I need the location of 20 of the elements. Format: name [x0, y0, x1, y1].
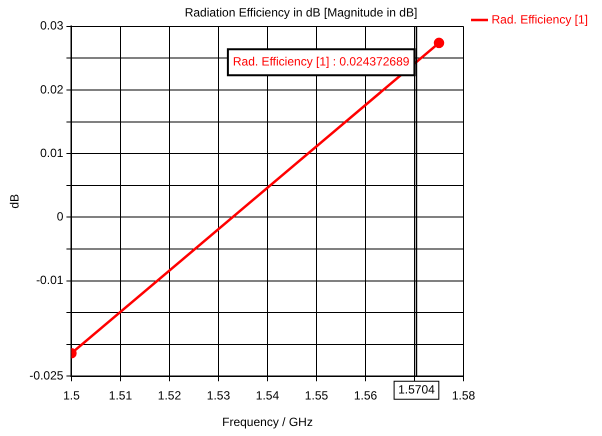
chart-title: Radiation Efficiency in dB [Magnitude in dB]	[184, 6, 418, 20]
x-tick-label: 1.53	[206, 388, 230, 403]
y-tick-label: 0.01	[40, 146, 64, 160]
x-tick-label: 1.55	[304, 388, 328, 403]
y-axis-title: dB	[8, 194, 22, 209]
y-tick-label: -0.01	[36, 273, 64, 288]
x-tick-label: 1.56	[354, 388, 378, 403]
x-axis-title: Frequency / GHz	[222, 415, 313, 430]
ref-line-label: 1.5704	[398, 382, 436, 397]
x-tick-label: 1.52	[158, 388, 182, 403]
x-tick-label: 1.5	[63, 388, 80, 403]
y-tick-label: 0.02	[40, 82, 64, 96]
y-tick-label: 0	[56, 210, 64, 224]
y-tick-label: 0.03	[40, 18, 64, 33]
y-tick-label: -0.025	[29, 368, 64, 383]
x-tick-label: 1.54	[256, 388, 280, 403]
x-tick-label: 1.58	[452, 388, 476, 403]
x-tick-label: 1.51	[108, 388, 132, 403]
annotation: Rad. Efficiency [1] : 0.024372689	[232, 54, 410, 68]
legend-label: Rad. Efficiency [1]	[492, 12, 588, 26]
